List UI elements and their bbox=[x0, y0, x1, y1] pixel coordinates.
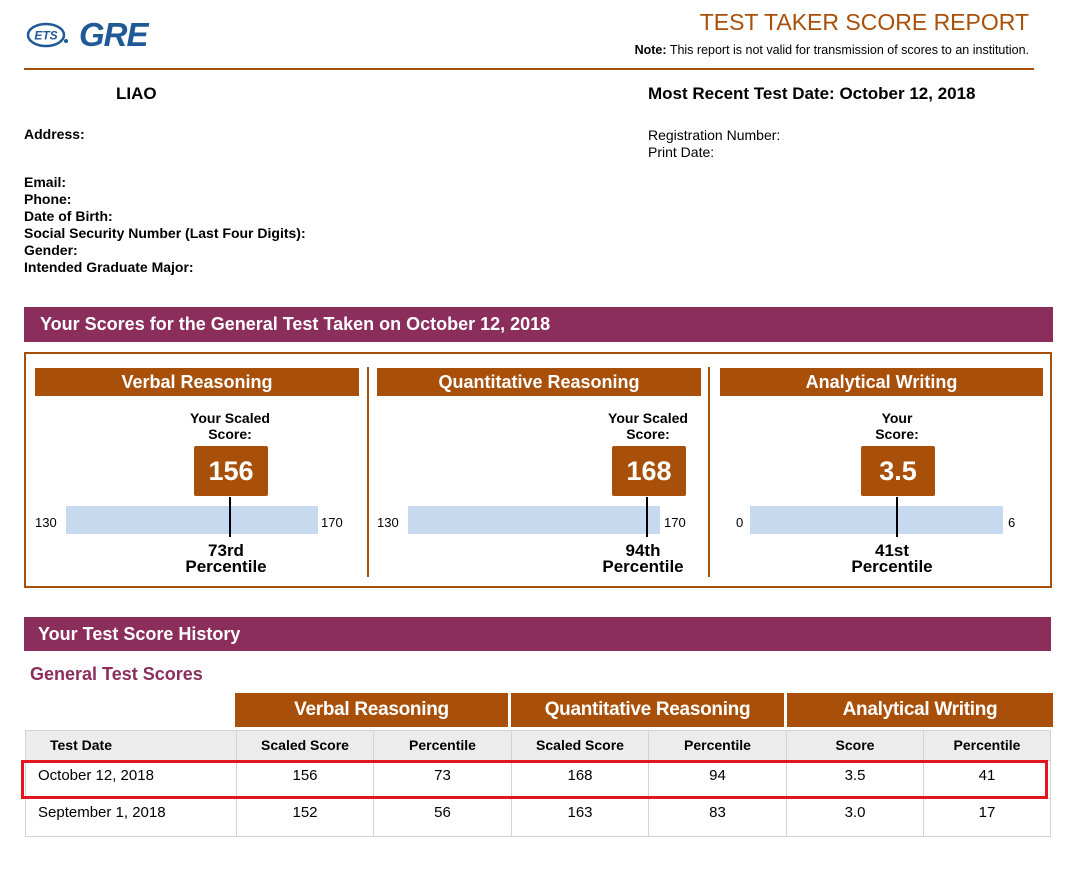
column-header-quant-scaled: Scaled Score bbox=[536, 737, 624, 753]
history-banner: Your Test Score History bbox=[24, 617, 1051, 651]
scores-banner: Your Scores for the General Test Taken o… bbox=[24, 307, 1053, 342]
column-header-writing-percentile: Percentile bbox=[953, 737, 1021, 753]
score-label-line: Your bbox=[881, 410, 913, 426]
score-label-line: Score: bbox=[626, 426, 670, 442]
verbal-scale-min: 130 bbox=[35, 515, 57, 530]
quant-section-header: Quantitative Reasoning bbox=[377, 368, 701, 396]
table-cell-date: September 1, 2018 bbox=[38, 804, 166, 821]
column-divider bbox=[648, 731, 649, 836]
quant-score-marker bbox=[646, 497, 648, 537]
verbal-percentile: 73rd Percentile bbox=[166, 541, 286, 576]
verbal-score-badge: 156 bbox=[194, 446, 268, 496]
table-cell: 73 bbox=[434, 767, 451, 784]
column-divider bbox=[786, 731, 787, 836]
general-test-scores-title: General Test Scores bbox=[30, 664, 203, 684]
history-subheader-row bbox=[26, 731, 1050, 760]
score-panel bbox=[24, 352, 1052, 588]
history-table bbox=[25, 730, 1051, 837]
percentile-label: Percentile bbox=[185, 557, 267, 576]
verbal-section-header: Verbal Reasoning bbox=[35, 368, 359, 396]
major-label: Intended Graduate Major: bbox=[24, 259, 194, 275]
score-label-line: Score: bbox=[208, 426, 252, 442]
quant-score-label: Your Scaled Score: bbox=[578, 410, 718, 442]
ets-logo: ETS bbox=[26, 22, 68, 48]
writing-score-marker bbox=[896, 497, 898, 537]
candidate-name: LIAO bbox=[116, 84, 157, 103]
report-note: Note: This report is not valid for trans… bbox=[635, 43, 1029, 57]
section-divider bbox=[367, 367, 369, 577]
section-divider bbox=[708, 367, 710, 577]
column-header-test-date: Test Date bbox=[50, 737, 112, 753]
column-divider bbox=[923, 731, 924, 836]
table-cell: 41 bbox=[978, 767, 996, 784]
table-cell: 83 bbox=[709, 804, 726, 821]
email-label: Email: bbox=[24, 174, 67, 190]
writing-score-bar bbox=[750, 506, 1003, 534]
recent-test-date: Most Recent Test Date: October 12, 2018 bbox=[648, 84, 976, 103]
gender-label: Gender: bbox=[24, 242, 78, 258]
table-cell: 3.5 bbox=[844, 767, 866, 784]
column-divider bbox=[236, 731, 237, 836]
column-divider bbox=[511, 731, 512, 836]
score-label-line: Your Scaled bbox=[608, 410, 688, 426]
verbal-score-bar bbox=[66, 506, 318, 534]
history-group-header-quant: Quantitative Reasoning bbox=[511, 693, 784, 727]
table-cell: 56 bbox=[434, 804, 451, 821]
score-label-line: Score: bbox=[875, 426, 919, 442]
dob-label: Date of Birth: bbox=[24, 208, 113, 224]
percentile-value: 41st bbox=[874, 541, 910, 560]
registration-info: Registration Number: Print Date: bbox=[648, 127, 780, 161]
gre-logo-text: GRE bbox=[79, 16, 149, 53]
column-header-verbal-percentile: Percentile bbox=[409, 737, 476, 753]
note-label: Note: bbox=[634, 43, 667, 57]
writing-percentile: 41st Percentile bbox=[832, 541, 952, 576]
table-cell: 163 bbox=[567, 804, 593, 821]
table-cell: 3.0 bbox=[844, 804, 866, 821]
quant-score-badge: 168 bbox=[612, 446, 686, 496]
percentile-label: Percentile bbox=[602, 557, 684, 576]
verbal-score-marker bbox=[229, 497, 231, 537]
report-title: TEST TAKER SCORE REPORT bbox=[699, 9, 1029, 35]
address-label: Address: bbox=[24, 126, 85, 142]
personal-info: Email: Phone: Date of Birth: Social Secu… bbox=[24, 174, 306, 276]
print-date-label: Print Date: bbox=[648, 144, 715, 160]
quant-percentile: 94th Percentile bbox=[583, 541, 703, 576]
quant-score-bar bbox=[408, 506, 660, 534]
writing-scale-max: 6 bbox=[1008, 515, 1016, 530]
verbal-scale-max: 170 bbox=[321, 515, 343, 530]
table-cell-date: October 12, 2018 bbox=[38, 767, 154, 784]
writing-scale-min: 0 bbox=[736, 515, 744, 530]
table-cell: 156 bbox=[292, 767, 318, 784]
svg-text:ETS: ETS bbox=[34, 29, 57, 43]
column-header-verbal-scaled: Scaled Score bbox=[261, 737, 349, 753]
percentile-value: 94th bbox=[625, 541, 661, 560]
writing-score-label: Your Score: bbox=[827, 410, 967, 442]
history-group-header-verbal: Verbal Reasoning bbox=[235, 693, 508, 727]
score-label-line: Your Scaled bbox=[190, 410, 270, 426]
percentile-label: Percentile bbox=[851, 557, 933, 576]
quant-scale-min: 130 bbox=[377, 515, 399, 530]
table-cell: 17 bbox=[978, 804, 996, 821]
quant-scale-max: 170 bbox=[664, 515, 686, 530]
recent-row-highlight bbox=[21, 760, 1048, 799]
note-text: This report is not valid for transmissio… bbox=[669, 43, 1029, 57]
header-divider bbox=[24, 68, 1034, 70]
column-divider bbox=[373, 731, 374, 836]
registration-number-label: Registration Number: bbox=[648, 127, 781, 143]
writing-score-badge: 3.5 bbox=[861, 446, 935, 496]
column-header-quant-percentile: Percentile bbox=[684, 737, 751, 753]
column-header-writing-score: Score bbox=[835, 737, 875, 753]
percentile-value: 73rd bbox=[208, 541, 244, 560]
verbal-score-label: Your Scaled Score: bbox=[160, 410, 300, 442]
table-cell: 168 bbox=[567, 767, 593, 784]
ssn-label: Social Security Number (Last Four Digits… bbox=[24, 225, 306, 241]
table-cell: 152 bbox=[292, 804, 318, 821]
table-cell: 94 bbox=[709, 767, 726, 784]
history-group-header-writing: Analytical Writing bbox=[787, 693, 1053, 727]
writing-section-header: Analytical Writing bbox=[720, 368, 1043, 396]
phone-label: Phone: bbox=[24, 191, 72, 207]
